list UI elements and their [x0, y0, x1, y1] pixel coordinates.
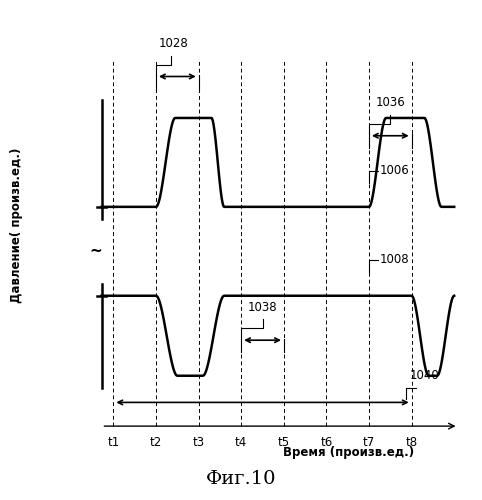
Text: 1008: 1008	[380, 253, 409, 266]
Text: 1028: 1028	[158, 37, 188, 50]
Text: ~: ~	[89, 244, 102, 259]
Text: t5: t5	[278, 436, 290, 450]
Text: t6: t6	[321, 436, 333, 450]
Text: t1: t1	[107, 436, 120, 450]
Text: 1036: 1036	[375, 96, 405, 109]
Text: t4: t4	[235, 436, 247, 450]
Text: 1038: 1038	[248, 300, 277, 314]
Text: t8: t8	[405, 436, 418, 450]
Text: Давление( произв.ед.): Давление( произв.ед.)	[11, 148, 23, 302]
Text: t3: t3	[193, 436, 205, 450]
Text: 1040: 1040	[410, 368, 439, 382]
Text: Фиг.10: Фиг.10	[206, 470, 276, 488]
Text: 1006: 1006	[380, 164, 409, 177]
Text: t2: t2	[150, 436, 162, 450]
Text: t7: t7	[363, 436, 375, 450]
Text: Время (произв.ед.): Время (произв.ед.)	[283, 446, 415, 459]
